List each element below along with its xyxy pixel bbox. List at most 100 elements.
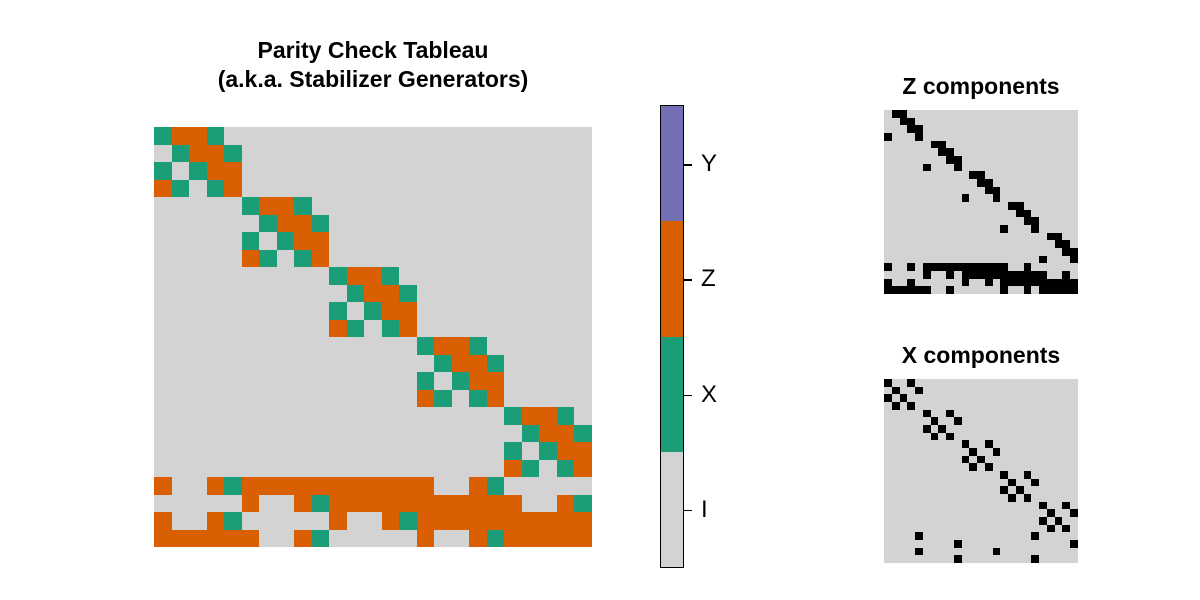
x-mask-cell <box>891 509 900 517</box>
tableau-cell <box>434 512 452 530</box>
x-mask-cell <box>953 516 962 525</box>
tableau-cell <box>171 459 190 477</box>
tableau-cell <box>224 407 242 425</box>
z-mask-cell <box>907 186 916 195</box>
tableau-cell <box>364 442 382 460</box>
tableau-cell <box>556 424 575 442</box>
tableau-cell <box>399 354 417 372</box>
tableau-heatmap <box>154 127 592 547</box>
x-mask-cell <box>969 493 978 502</box>
tableau-cell <box>451 424 470 442</box>
tableau-cell <box>381 477 400 495</box>
x-mask-cell <box>1000 539 1009 548</box>
z-mask-cell <box>984 194 993 202</box>
x-mask-cell <box>1008 447 1016 456</box>
tableau-cell <box>189 372 207 390</box>
z-mask-cell <box>1031 232 1040 241</box>
tableau-cell <box>381 337 400 355</box>
z-mask-cell <box>915 117 923 126</box>
z-mask-cell <box>938 224 947 233</box>
x-mask-cell <box>1039 401 1047 410</box>
z-mask-cell <box>953 186 962 195</box>
x-mask-cell <box>992 455 1001 464</box>
z-mask-cell <box>1023 125 1032 133</box>
z-mask-cell <box>930 125 939 133</box>
x-mask-cell <box>969 501 978 510</box>
x-mask-cell <box>1054 478 1063 487</box>
z-mask-cell <box>1031 125 1040 133</box>
x-mask-cell <box>1062 394 1071 402</box>
tableau-cell <box>486 197 505 215</box>
tableau-cell <box>469 459 487 477</box>
tableau-cell <box>311 512 330 530</box>
x-mask-cell <box>1000 447 1009 456</box>
tableau-cell <box>154 267 172 285</box>
x-mask-cell <box>930 463 939 471</box>
tableau-cell <box>539 127 557 145</box>
z-mask-cell <box>930 232 939 241</box>
tableau-cell <box>434 302 452 320</box>
z-mask-cell <box>938 148 947 156</box>
x-mask-cell <box>1054 379 1063 387</box>
x-mask-cell <box>992 440 1001 448</box>
tableau-cell <box>381 249 400 267</box>
x-mask-cell <box>938 424 947 433</box>
z-mask-cell <box>961 125 970 133</box>
x-mask-cell <box>884 394 892 402</box>
chart-title: Parity Check Tableau (a.k.a. Stabilizer … <box>154 36 592 94</box>
z-mask-cell <box>1054 132 1063 141</box>
z-mask-cell <box>1046 163 1055 172</box>
z-mask-cell <box>1008 240 1016 248</box>
tableau-cell <box>539 389 557 407</box>
tableau-cell <box>189 459 207 477</box>
x-mask-cell <box>984 447 993 456</box>
x-mask-cell <box>1023 524 1032 533</box>
tableau-cell <box>556 319 575 337</box>
tableau-cell <box>539 477 557 495</box>
z-mask-cell <box>969 270 978 279</box>
tableau-cell <box>539 319 557 337</box>
z-mask-cell <box>1015 278 1024 287</box>
z-mask-cell <box>907 155 916 164</box>
tableau-cell <box>224 512 242 530</box>
z-mask-cell <box>907 255 916 264</box>
z-mask-cell <box>922 270 931 279</box>
z-mask-cell <box>938 232 947 241</box>
tableau-cell <box>504 459 522 477</box>
z-mask-cell <box>977 209 985 218</box>
tableau-cell <box>451 214 470 232</box>
z-mask-cell <box>992 224 1001 233</box>
tableau-cell <box>504 389 522 407</box>
z-mask-cell <box>1023 117 1032 126</box>
x-mask-cell <box>891 432 900 441</box>
z-mask-cell <box>922 163 931 172</box>
x-mask-cell <box>1031 486 1040 494</box>
z-mask-cell <box>1008 255 1016 264</box>
x-mask-cell <box>1000 401 1009 410</box>
z-mask-cell <box>1023 186 1032 195</box>
z-mask-cell <box>922 186 931 195</box>
z-mask-cell <box>891 217 900 225</box>
z-mask-cell <box>946 110 954 118</box>
z-mask-cell <box>984 140 993 149</box>
x-mask-cell <box>984 509 993 517</box>
tableau-cell <box>154 127 172 145</box>
z-mask-cell <box>992 125 1001 133</box>
x-mask-cell <box>1070 432 1078 441</box>
tableau-cell <box>469 197 487 215</box>
tableau-cell <box>224 494 242 512</box>
z-mask-cell <box>961 278 970 287</box>
z-mask-cell <box>1039 194 1047 202</box>
z-mask-cell <box>1008 232 1016 241</box>
tableau-cell <box>311 337 330 355</box>
x-mask-cell <box>1070 386 1078 395</box>
tableau-cell <box>574 407 592 425</box>
z-mask-cell <box>1062 140 1071 149</box>
z-mask-cell <box>1062 178 1071 187</box>
x-mask-cell <box>1031 524 1040 533</box>
tableau-cell <box>154 179 172 197</box>
z-mask-cell <box>1000 255 1009 264</box>
tableau-cell <box>189 162 207 180</box>
tableau-cell <box>434 214 452 232</box>
x-mask-cell <box>977 440 985 448</box>
